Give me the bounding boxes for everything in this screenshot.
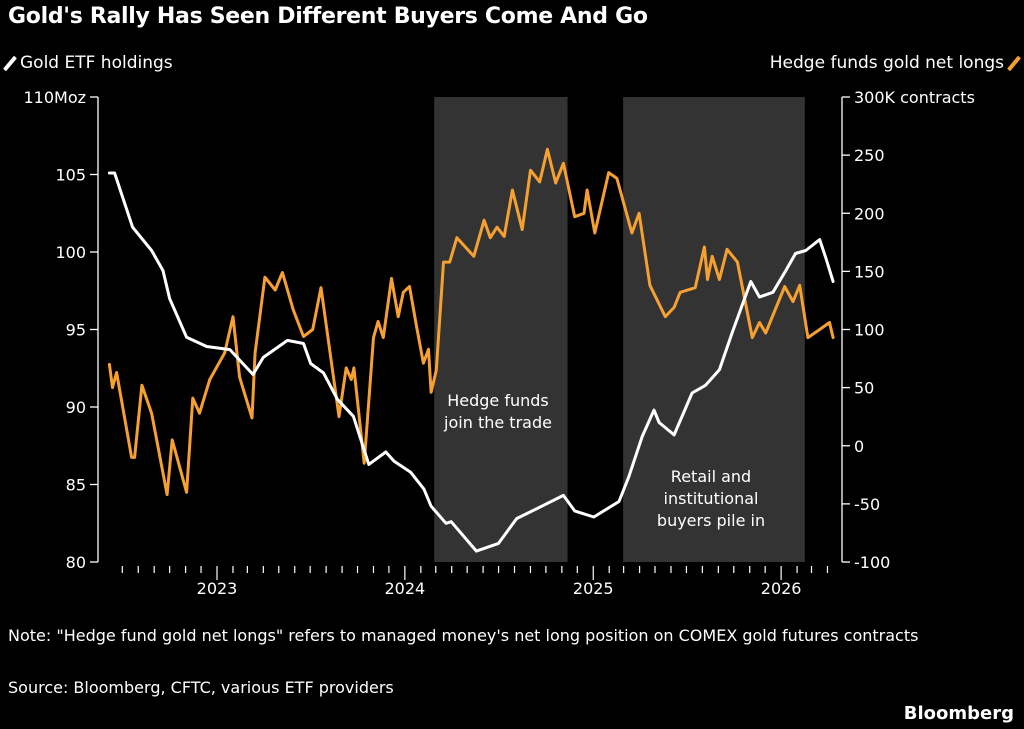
- bloomberg-logo: Bloomberg: [903, 703, 1014, 724]
- legend-label: Hedge funds gold net longs: [769, 53, 1004, 73]
- shaded-period-label-1: Hedge funds join the trade: [443, 391, 552, 432]
- left-tick-label: 85: [66, 476, 86, 495]
- left-tick-label: 100: [55, 243, 86, 262]
- legend-hedge-funds: Hedge funds gold net longs: [769, 53, 1021, 73]
- left-tick-label: 80: [66, 553, 86, 572]
- right-tick-label: 50: [854, 379, 874, 398]
- right-tick-label: 200: [854, 204, 885, 223]
- right-tick-label: -100: [854, 553, 890, 572]
- right-tick-label: 100: [854, 321, 885, 340]
- series-gold-etf-holdings-line: [107, 171, 835, 553]
- x-tick-label: 2023: [197, 579, 238, 598]
- left-tick-label: 95: [66, 321, 86, 340]
- shaded-period-1: [434, 97, 568, 562]
- legend-gold-etf: Gold ETF holdings: [3, 53, 173, 73]
- left-tick-label: 110Moz: [23, 88, 86, 107]
- x-tick-label: 2024: [385, 579, 426, 598]
- x-tick-label: 2026: [761, 579, 802, 598]
- x-tick-label: 2025: [573, 579, 614, 598]
- left-tick-label: 105: [55, 166, 86, 185]
- left-tick-label: 90: [66, 398, 86, 417]
- chart-note: Note: "Hedge fund gold net longs" refers…: [8, 626, 919, 645]
- shaded-period-label-2: Retail and institutional buyers pile in: [657, 467, 765, 530]
- right-tick-label: 250: [854, 146, 885, 165]
- chart-title: Gold's Rally Has Seen Different Buyers C…: [8, 4, 648, 29]
- series-hedge-fund-net-longs-line: [107, 147, 835, 497]
- shaded-period-2: [623, 97, 805, 562]
- legend-label: Gold ETF holdings: [20, 53, 173, 73]
- right-tick-label: 300K contracts: [854, 88, 975, 107]
- right-tick-label: 0: [854, 437, 864, 456]
- right-tick-label: 150: [854, 262, 885, 281]
- right-tick-label: -50: [854, 495, 880, 514]
- chart-source: Source: Bloomberg, CFTC, various ETF pro…: [8, 678, 394, 697]
